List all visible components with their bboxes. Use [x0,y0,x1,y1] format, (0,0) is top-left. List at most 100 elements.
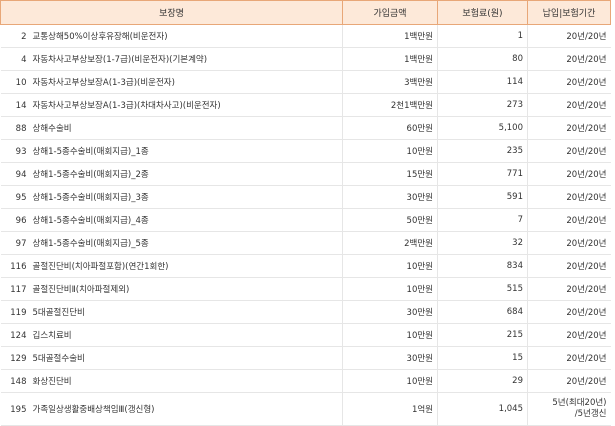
premium-cell: 684 [437,300,528,324]
header-cell: 가입금액 [342,0,438,25]
amount-cell: 60만원 [342,116,438,140]
coverage-name: 자동차사고부상보장A(1-3급)(차대차사고)(비운전자) [32,101,221,111]
premium-cell: 235 [437,139,528,163]
period-cell: 20년/20년 [527,254,611,278]
table-row: 95 상해1-5종수술비(매회지급)_3종 30만원 591 20년/20년 [0,185,611,209]
amount-cell: 10만원 [342,323,438,347]
name-cell: 95 상해1-5종수술비(매회지급)_3종 [0,185,343,209]
period-cell: 20년/20년 [527,300,611,324]
amount-cell: 10만원 [342,369,438,393]
coverage-name: 화상진단비 [32,377,72,387]
amount-cell: 2천1백만원 [342,93,438,117]
coverage-number: 93 [15,147,27,157]
table-row: 14 자동차사고부상보장A(1-3급)(차대차사고)(비운전자) 2천1백만원 273… [0,93,611,117]
name-cell: 148 화상진단비 [0,369,343,393]
table-row: 2 교통상해50%이상후유장해(비운전자) 1백만원 1 20년/20년 [0,24,611,48]
coverage-number: 117 [10,285,27,295]
premium-cell: 7 [437,208,528,232]
name-cell: 88 상해수술비 [0,116,343,140]
table-row: 195 가족일상생활중배상책임Ⅲ(갱신형) 1억원 1,045 5년(최대20년)/5년… [0,392,611,426]
coverage-name: 교통상해50%이상후유장해(비운전자) [32,32,168,42]
coverage-number: 148 [10,377,27,387]
premium-cell: 1 [437,24,528,48]
coverage-name: 상해1-5종수술비(매회지급)_2종 [32,170,149,180]
table-row: 10 자동차사고부상보장A(1-3급)(비운전자) 3백만원 114 20년/20년 [0,70,611,94]
period-cell: 20년/20년 [527,93,611,117]
coverage-name: 상해1-5종수술비(매회지급)_1종 [32,147,149,157]
coverage-number: 116 [10,262,27,272]
premium-cell: 5,100 [437,116,528,140]
period-cell: 20년/20년 [527,47,611,71]
coverage-number: 97 [15,239,27,249]
amount-cell: 1억원 [342,392,438,426]
premium-cell: 591 [437,185,528,209]
name-cell: 119 5대골절진단비 [0,300,343,324]
period-cell: 20년/20년 [527,277,611,301]
header-row: 보장명 가입금액 보험료(원) 납입|보험기간 [0,0,611,25]
name-cell: 195 가족일상생활중배상책임Ⅲ(갱신형) [0,392,343,426]
period-cell: 20년/20년 [527,70,611,94]
period-line: /5년갱신 [574,409,607,419]
coverage-name: 자동차사고부상보장(1-7급)(비운전자)(기본계약) [32,55,208,65]
header-cell: 보장명 [0,0,343,25]
premium-cell: 32 [437,231,528,255]
name-cell: 117 골절진단비Ⅱ(치아파절제외) [0,277,343,301]
amount-cell: 2백만원 [342,231,438,255]
period-cell: 20년/20년 [527,369,611,393]
table-row: 96 상해1-5종수술비(매회지급)_4종 50만원 7 20년/20년 [0,208,611,232]
period-line: 5년(최대20년) [552,398,607,408]
table-row: 117 골절진단비Ⅱ(치아파절제외) 10만원 515 20년/20년 [0,277,611,301]
coverage-name: 상해수술비 [32,124,72,134]
table-body: 2 교통상해50%이상후유장해(비운전자) 1백만원 1 20년/20년 4 자동차사고부상… [0,24,611,426]
table-row: 119 5대골절진단비 30만원 684 20년/20년 [0,300,611,324]
amount-cell: 1백만원 [342,47,438,71]
coverage-name: 자동차사고부상보장A(1-3급)(비운전자) [32,78,175,88]
period-cell: 20년/20년 [527,208,611,232]
amount-cell: 50만원 [342,208,438,232]
coverage-name: 5대골절진단비 [32,308,85,318]
coverage-number: 195 [10,405,27,415]
name-cell: 96 상해1-5종수술비(매회지급)_4종 [0,208,343,232]
name-cell: 97 상해1-5종수술비(매회지급)_5종 [0,231,343,255]
coverage-name: 가족일상생활중배상책임Ⅲ(갱신형) [32,405,155,415]
coverage-number: 4 [21,55,27,65]
coverage-number: 96 [15,216,27,226]
amount-cell: 30만원 [342,346,438,370]
coverage-number: 14 [15,101,27,111]
period-cell: 20년/20년 [527,231,611,255]
period-cell: 20년/20년 [527,323,611,347]
amount-cell: 10만원 [342,277,438,301]
premium-cell: 29 [437,369,528,393]
header-cell: 납입|보험기간 [527,0,611,25]
premium-cell: 834 [437,254,528,278]
coverage-number: 88 [15,124,27,134]
premium-cell: 1,045 [437,392,528,426]
table-row: 97 상해1-5종수술비(매회지급)_5종 2백만원 32 20년/20년 [0,231,611,255]
amount-cell: 1백만원 [342,24,438,48]
coverage-name: 5대골절수술비 [32,354,85,364]
name-cell: 2 교통상해50%이상후유장해(비운전자) [0,24,343,48]
amount-cell: 10만원 [342,139,438,163]
period-cell: 20년/20년 [527,185,611,209]
premium-cell: 771 [437,162,528,186]
amount-cell: 10만원 [342,254,438,278]
table-row: 93 상해1-5종수술비(매회지급)_1종 10만원 235 20년/20년 [0,139,611,163]
coverage-number: 94 [15,170,27,180]
period-cell: 20년/20년 [527,24,611,48]
table-row: 94 상해1-5종수술비(매회지급)_2종 15만원 771 20년/20년 [0,162,611,186]
coverage-number: 2 [21,32,27,42]
name-cell: 129 5대골절수술비 [0,346,343,370]
premium-cell: 15 [437,346,528,370]
table-row: 148 화상진단비 10만원 29 20년/20년 [0,369,611,393]
coverage-name: 상해1-5종수술비(매회지급)_5종 [32,239,149,249]
name-cell: 10 자동차사고부상보장A(1-3급)(비운전자) [0,70,343,94]
period-cell: 20년/20년 [527,116,611,140]
table-row: 129 5대골절수술비 30만원 15 20년/20년 [0,346,611,370]
amount-cell: 30만원 [342,185,438,209]
coverage-number: 119 [10,308,27,318]
period-cell: 5년(최대20년)/5년갱신 [527,392,611,426]
name-cell: 14 자동차사고부상보장A(1-3급)(차대차사고)(비운전자) [0,93,343,117]
coverage-number: 124 [10,331,27,341]
